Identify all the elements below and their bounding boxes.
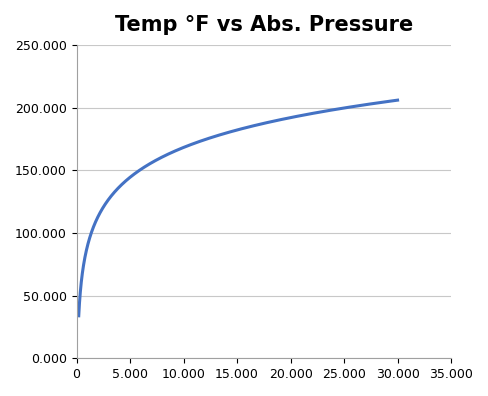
Title: Temp °F vs Abs. Pressure: Temp °F vs Abs. Pressure [115,15,413,35]
